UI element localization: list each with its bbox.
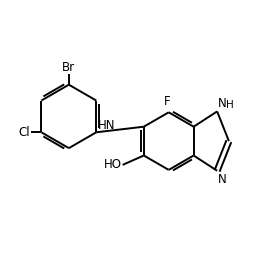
Text: H: H [226, 100, 234, 110]
Text: HO: HO [103, 158, 121, 171]
Text: HN: HN [98, 119, 115, 133]
Text: Br: Br [62, 60, 75, 74]
Text: F: F [164, 95, 171, 108]
Text: N: N [218, 97, 227, 110]
Text: N: N [218, 172, 227, 185]
Text: Cl: Cl [19, 126, 30, 139]
